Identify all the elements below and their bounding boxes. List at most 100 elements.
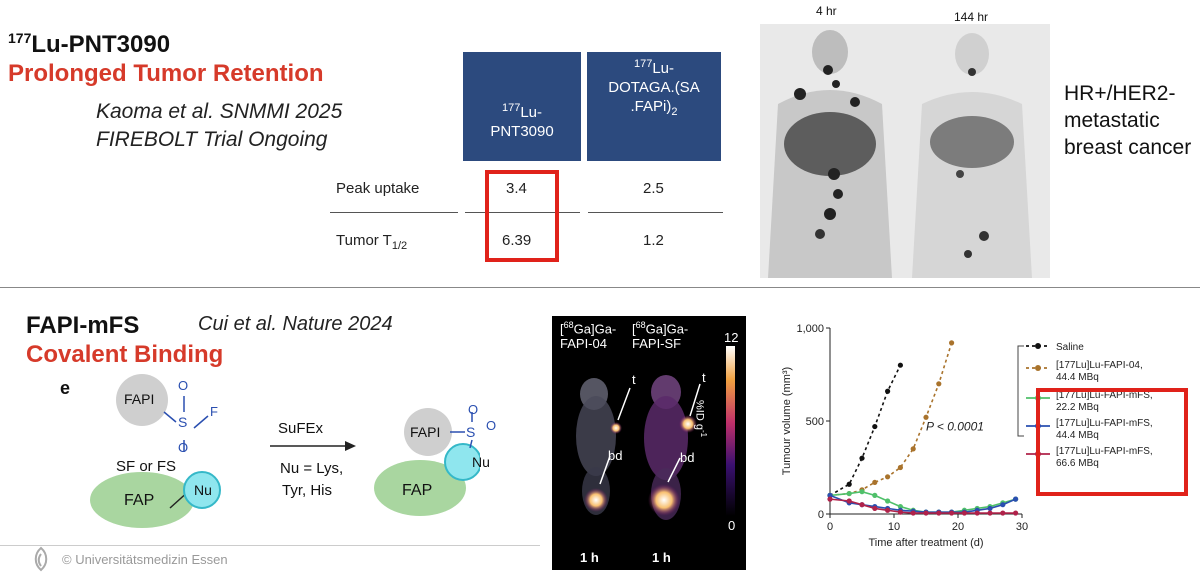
data-point bbox=[923, 414, 929, 420]
legend-bracket bbox=[1017, 345, 1024, 437]
data-point bbox=[987, 510, 993, 516]
table-divider bbox=[588, 212, 723, 213]
y-tick-label: 500 bbox=[806, 416, 824, 428]
top-subtitle: Prolonged Tumor Retention bbox=[8, 60, 324, 87]
data-point bbox=[1000, 502, 1006, 508]
ume-logo-icon bbox=[34, 546, 48, 572]
data-point bbox=[872, 492, 878, 498]
scheme-nu-def-1: Nu = Lys, bbox=[280, 460, 344, 477]
disease-line3: breast cancer bbox=[1064, 136, 1192, 159]
data-point bbox=[897, 509, 903, 515]
legend-label: 44.4 MBq bbox=[1056, 372, 1099, 383]
data-point bbox=[910, 510, 916, 516]
row2-value1: 6.39 bbox=[502, 232, 532, 249]
data-point bbox=[1013, 510, 1019, 516]
col2-isotope: 177 bbox=[633, 58, 653, 70]
x-tick-label: 0 bbox=[827, 521, 833, 533]
pet-scale-unit-sup: -1 bbox=[699, 429, 708, 438]
scheme-f: F bbox=[210, 404, 218, 419]
x-tick-label: 30 bbox=[1016, 521, 1028, 533]
scheme-o-top: O bbox=[178, 378, 189, 393]
pet-bladder-label-1: bd bbox=[608, 448, 623, 463]
data-point bbox=[1000, 510, 1006, 516]
table-header-col2: 177Lu- DOTAGA.(SA .FAPi)2 bbox=[587, 52, 721, 161]
legend-label: [177Lu]Lu-FAPI-mFS, bbox=[1056, 446, 1153, 457]
data-point bbox=[827, 492, 833, 498]
pet-label-1: [68Ga]Ga- FAPI-04 bbox=[560, 320, 617, 352]
series-line bbox=[829, 342, 953, 497]
row2-label-sub: 1/2 bbox=[391, 240, 408, 252]
col2-line1: Lu- bbox=[652, 60, 675, 77]
top-title: 177Lu-PNT3090 bbox=[8, 30, 170, 59]
data-point bbox=[846, 481, 852, 487]
data-point bbox=[872, 505, 878, 512]
bottom-subtitle: Covalent Binding bbox=[26, 341, 224, 368]
pet-time-2: 1 h bbox=[652, 550, 671, 565]
col2-sub: 2 bbox=[671, 105, 678, 118]
legend-label: [177Lu]Lu-FAPI-mFS, bbox=[1056, 418, 1153, 429]
data-point bbox=[885, 507, 891, 513]
data-point bbox=[1013, 496, 1019, 502]
data-point bbox=[936, 381, 942, 387]
scheme-fapi-left: FAPI bbox=[124, 391, 155, 407]
pet-scale-min: 0 bbox=[728, 518, 736, 533]
data-point bbox=[949, 340, 955, 346]
disease-line1: HR+/HER2- bbox=[1064, 82, 1176, 105]
scheme-o-right-top: O bbox=[468, 402, 479, 417]
top-citation-line2: FIREBOLT Trial Ongoing bbox=[96, 128, 328, 151]
data-point bbox=[910, 446, 916, 452]
col1-line2: PNT3090 bbox=[490, 122, 554, 140]
title-isotope: 177 bbox=[8, 30, 32, 46]
legend-label: Saline bbox=[1056, 342, 1084, 353]
data-point bbox=[936, 510, 942, 516]
col1-line1: Lu- bbox=[520, 103, 543, 121]
data-point bbox=[859, 489, 865, 495]
scheme-nu-def-2: Tyr, His bbox=[282, 482, 333, 499]
data-point bbox=[897, 362, 903, 368]
data-point bbox=[949, 510, 955, 516]
data-point bbox=[846, 498, 852, 504]
pet-scale-max: 12 bbox=[724, 330, 739, 345]
pet-label-2-a: Ga]Ga- bbox=[645, 321, 689, 337]
data-point bbox=[846, 490, 852, 497]
data-point bbox=[961, 510, 967, 516]
pet-label-2: [68Ga]Ga- FAPI-SF bbox=[632, 320, 689, 352]
data-point bbox=[974, 510, 980, 516]
scheme-nu-right: Nu bbox=[472, 454, 490, 470]
y-tick-label: 0 bbox=[818, 509, 824, 521]
panel-letter: e bbox=[60, 378, 71, 398]
pet-scan-images bbox=[760, 24, 1050, 278]
scheme-o-right-side: O bbox=[486, 418, 497, 433]
scan-label-4hr: 4 hr bbox=[816, 4, 837, 18]
p-value-annotation: P < 0.0001 bbox=[926, 419, 984, 433]
x-axis-label: Time after treatment (d) bbox=[868, 537, 983, 549]
col1-isotope: 177 bbox=[501, 101, 521, 114]
legend-label: 66.6 MBq bbox=[1056, 458, 1099, 469]
tumour-volume-chart: 0 500 1,000 0 10 20 30 Time after treatment (d)… bbox=[781, 323, 1153, 549]
top-citation-line1: Kaoma et al. SNMMI 2025 bbox=[96, 100, 343, 123]
data-point bbox=[872, 423, 878, 430]
table-divider bbox=[465, 212, 580, 213]
row2-label: Tumor T1/2 bbox=[336, 232, 407, 252]
data-point bbox=[827, 496, 833, 502]
pet-bladder-label-2: bd bbox=[680, 450, 695, 465]
pet-label-2-iso: 68 bbox=[635, 320, 646, 330]
row1-value2: 2.5 bbox=[643, 180, 664, 197]
table-header-col1: 177Lu- PNT3090 bbox=[463, 52, 581, 161]
data-point bbox=[885, 498, 891, 504]
pet-label-1-b: FAPI-04 bbox=[560, 336, 607, 352]
pet-tumor-label-2: t bbox=[702, 370, 706, 385]
row1-label: Peak uptake bbox=[336, 180, 420, 197]
series-line bbox=[829, 364, 902, 497]
data-point bbox=[987, 505, 993, 512]
scheme-s-right: S bbox=[466, 424, 476, 440]
data-point bbox=[885, 388, 891, 394]
scheme-o-bottom: O bbox=[178, 440, 189, 455]
sufex-scheme bbox=[90, 374, 480, 528]
pet-tumor-label-1: t bbox=[632, 372, 636, 387]
section-divider bbox=[0, 287, 1200, 288]
scheme-fap-right: FAP bbox=[402, 482, 433, 499]
scheme-fapi-right: FAPI bbox=[410, 424, 441, 440]
row1-value1: 3.4 bbox=[506, 180, 527, 197]
row2-label-text: Tumor T bbox=[336, 232, 392, 249]
